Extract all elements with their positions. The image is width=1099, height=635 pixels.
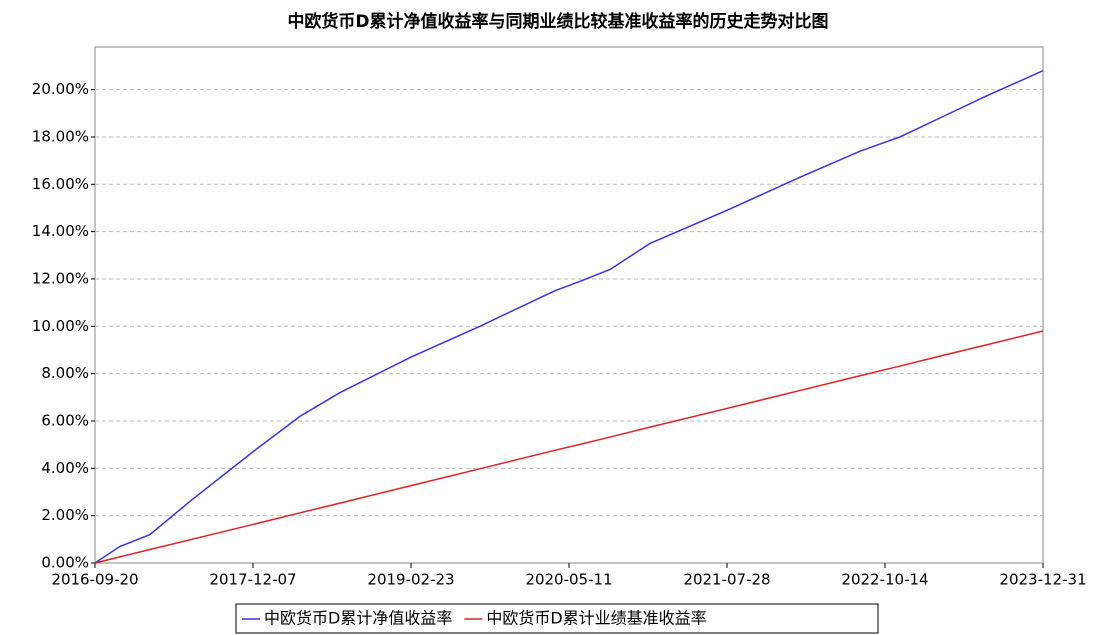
x-tick-label: 2016-09-20 (51, 571, 138, 589)
y-tick-label: 10.00% (32, 317, 89, 335)
legend-box (235, 603, 879, 634)
x-tick-label: 2021-07-28 (683, 571, 770, 589)
y-tick-label: 4.00% (41, 459, 89, 477)
y-tick-label: 18.00% (32, 127, 89, 145)
y-tick-label: 12.00% (32, 269, 89, 287)
legend-label: 中欧货币D累计业绩基准收益率 (486, 609, 706, 628)
plot-frame (94, 46, 1044, 564)
y-tick-label: 14.00% (32, 222, 89, 240)
x-tick-label: 2020-05-11 (525, 571, 612, 589)
y-tick-label: 16.00% (32, 175, 89, 193)
x-tick-label: 2019-02-23 (367, 571, 454, 589)
y-tick-label: 8.00% (41, 364, 89, 382)
series-line (94, 330, 1044, 564)
y-tick-label: 2.00% (41, 506, 89, 524)
x-tick-label: 2023-12-31 (999, 571, 1086, 589)
y-tick-label: 0.00% (41, 554, 89, 572)
y-tick-label: 20.00% (32, 80, 89, 98)
legend-label: 中欧货币D累计净值收益率 (264, 609, 452, 628)
series-line (94, 69, 1044, 564)
x-tick-label: 2017-12-07 (209, 571, 296, 589)
y-tick-label: 6.00% (41, 411, 89, 429)
chart-title: 中欧货币D累计净值收益率与同期业绩比较基准收益率的历史走势对比图 (287, 11, 828, 32)
x-tick-label: 2022-10-14 (841, 571, 928, 589)
